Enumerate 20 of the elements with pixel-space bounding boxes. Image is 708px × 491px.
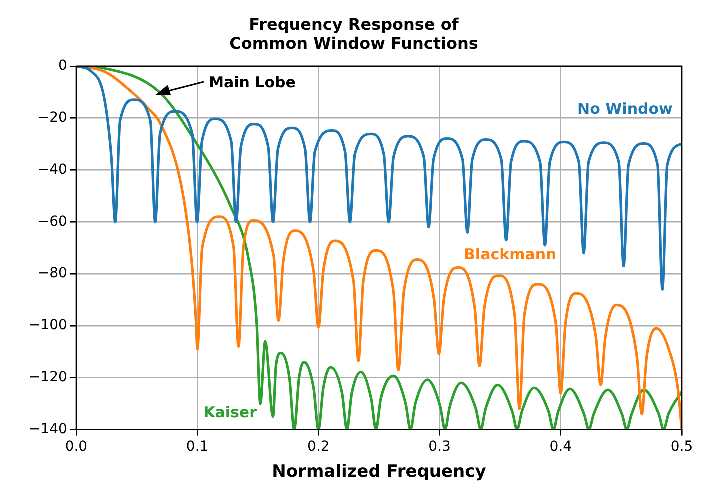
x-tick-label: 0.5 bbox=[670, 438, 694, 455]
x-tick-label: 0.1 bbox=[186, 438, 209, 455]
y-tick-label: −140 bbox=[29, 421, 68, 438]
x-axis-title: Normalized Frequency bbox=[272, 462, 486, 482]
y-tick-label: 0 bbox=[58, 58, 68, 74]
series-label: No Window bbox=[578, 100, 674, 118]
y-tick-label: −20 bbox=[38, 110, 68, 126]
y-tick-label: −100 bbox=[29, 318, 68, 334]
series-label: Kaiser bbox=[204, 403, 258, 422]
x-tick-label: 0.2 bbox=[308, 438, 330, 455]
series-label: Blackmann bbox=[464, 245, 557, 264]
x-tick-label: 0.4 bbox=[550, 438, 572, 455]
y-tick-label: −60 bbox=[38, 214, 68, 230]
chart-title: Frequency Response of Common Window Functions bbox=[230, 14, 478, 53]
y-tick-label: −40 bbox=[38, 162, 68, 178]
annotation: Main Lobe bbox=[209, 73, 296, 92]
y-tick-label: −80 bbox=[38, 266, 68, 282]
y-tick-label: −120 bbox=[29, 370, 68, 386]
x-tick-label: 0.0 bbox=[65, 438, 88, 455]
x-tick-label: 0.3 bbox=[428, 438, 451, 455]
